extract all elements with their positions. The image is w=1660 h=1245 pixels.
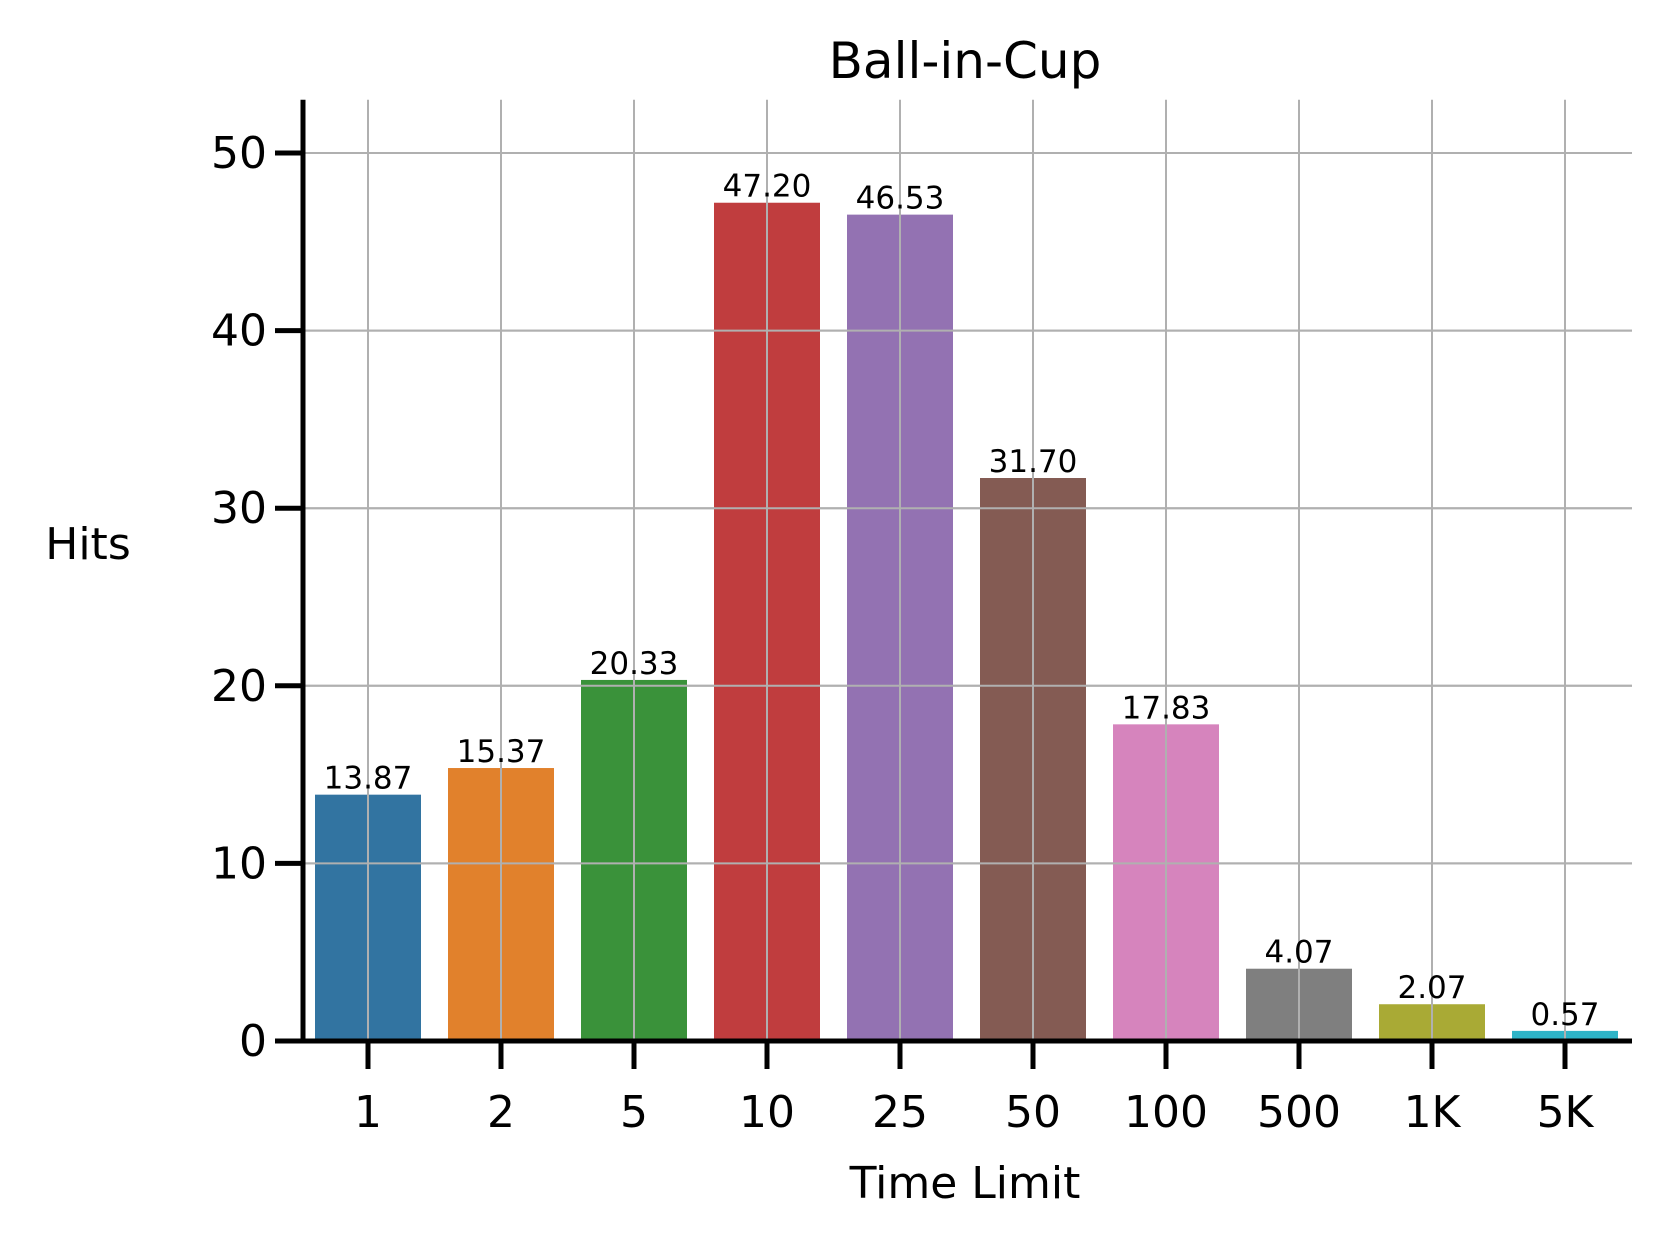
x-tick-label: 50 <box>1005 1087 1061 1138</box>
chart-title: Ball-in-Cup <box>829 32 1102 90</box>
bar-value-label: 4.07 <box>1264 935 1333 971</box>
x-tick-label: 100 <box>1124 1087 1208 1138</box>
x-tick-label: 5 <box>620 1087 648 1138</box>
x-tick-label: 10 <box>739 1087 795 1138</box>
y-axis-label: Hits <box>45 519 131 570</box>
x-tick-label: 1K <box>1404 1087 1462 1138</box>
x-tick-label: 5K <box>1537 1087 1595 1138</box>
x-tick-label: 2 <box>487 1087 515 1138</box>
value-labels: 13.87 15.37 20.33 47.20 46.53 31.70 17.83 4.07 2… <box>324 169 1600 1033</box>
y-tick-label: 40 <box>211 306 267 357</box>
bar-value-label: 31.70 <box>989 444 1078 480</box>
x-axis-label: Time Limit <box>849 1158 1081 1209</box>
bar-value-label: 47.20 <box>723 169 812 205</box>
x-tick-label: 25 <box>872 1087 928 1138</box>
bar-value-label: 2.07 <box>1397 970 1466 1006</box>
y-tick-label: 50 <box>211 128 267 179</box>
bar-value-label: 0.57 <box>1530 997 1599 1033</box>
y-tick-label: 0 <box>239 1016 267 1067</box>
bars <box>303 99 1632 1041</box>
bar-value-label: 15.37 <box>457 734 546 770</box>
bar-value-label: 17.83 <box>1122 690 1211 726</box>
x-tick-label: 500 <box>1257 1087 1341 1138</box>
bar-value-label: 20.33 <box>590 646 679 682</box>
bar-value-label: 13.87 <box>324 761 413 797</box>
x-tick-label: 1 <box>354 1087 382 1138</box>
y-tick-label: 20 <box>211 661 267 712</box>
y-tick-label: 10 <box>211 838 267 889</box>
bar-value-label: 46.53 <box>856 181 945 217</box>
y-tick-label: 30 <box>211 483 267 534</box>
